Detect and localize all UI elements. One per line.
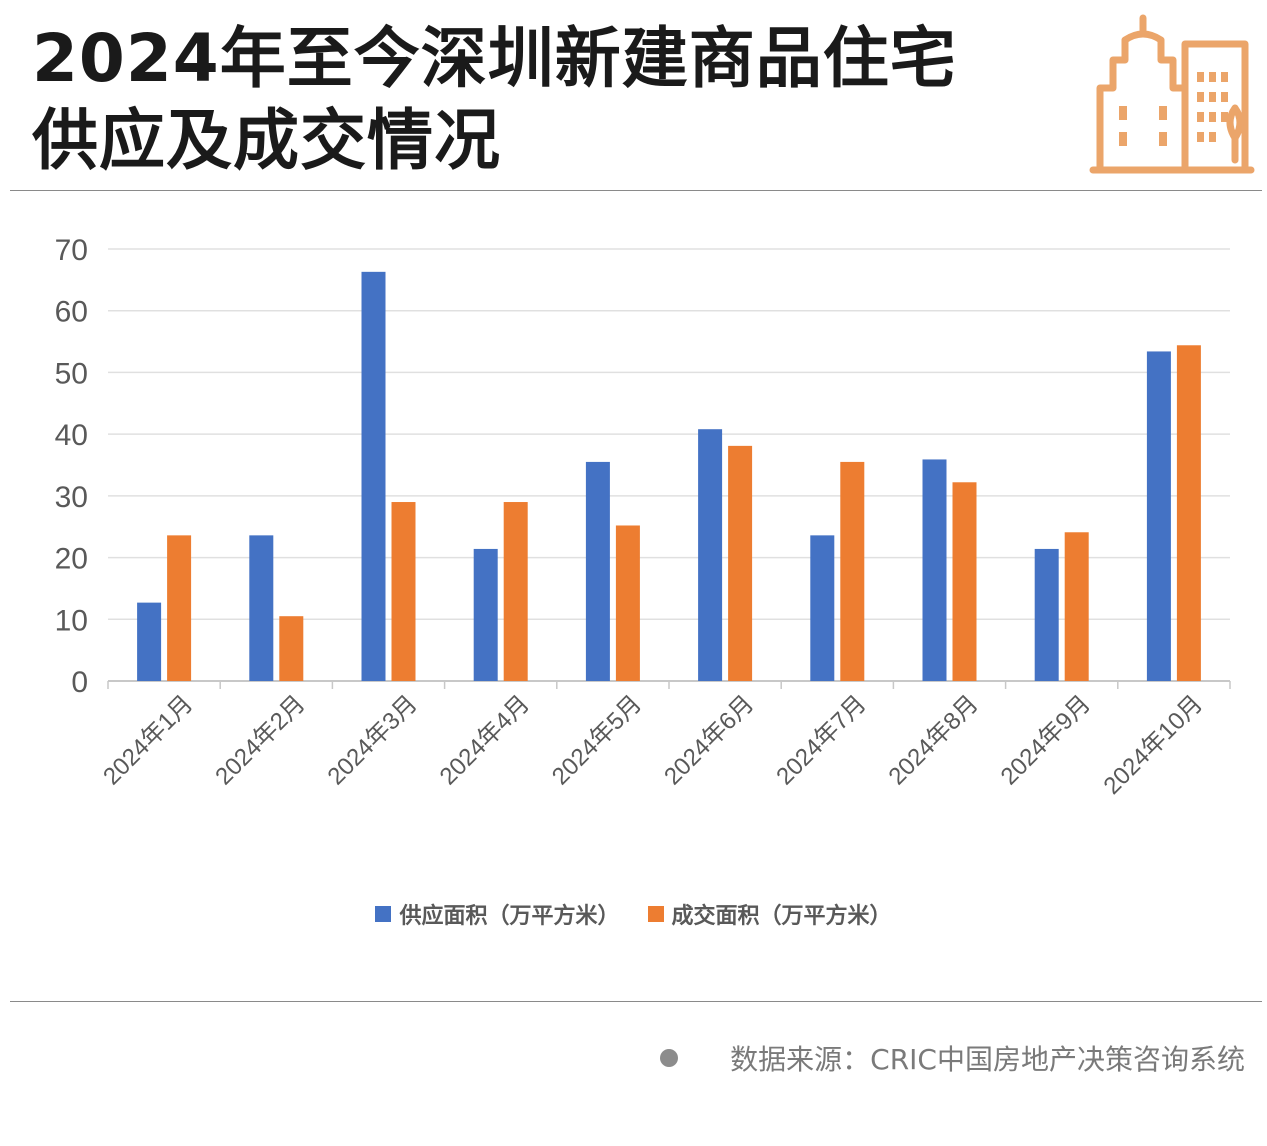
legend-label-deal: 成交面积（万平方米）	[671, 904, 892, 929]
chart-legend: 供应面积（万平方米） 成交面积（万平方米）	[0, 898, 1267, 930]
x-tick-label: 2024年10月	[1098, 690, 1208, 800]
bar-deal	[167, 535, 192, 681]
bar-supply	[585, 461, 610, 681]
legend-label-supply: 供应面积（万平方米）	[399, 904, 620, 929]
y-tick-label: 30	[55, 481, 88, 514]
bar-supply	[810, 535, 835, 681]
x-tick-label: 2024年2月	[210, 690, 310, 790]
bar-supply	[473, 548, 498, 681]
bar-deal	[952, 482, 977, 681]
y-tick-label: 60	[55, 296, 88, 329]
y-tick-label: 70	[55, 234, 88, 267]
legend-item-supply: 供应面积（万平方米）	[375, 898, 620, 930]
bar-supply	[922, 459, 947, 681]
page-title: 2024年至今深圳新建商品住宅 供应及成交情况	[32, 18, 957, 182]
legend-item-deal: 成交面积（万平方米）	[647, 898, 892, 930]
x-tick-label: 2024年3月	[323, 690, 423, 790]
legend-swatch-supply	[375, 906, 392, 922]
y-tick-label: 20	[55, 543, 88, 576]
header-divider	[10, 190, 1262, 191]
bar-supply	[137, 602, 162, 681]
x-tick-label: 2024年6月	[659, 690, 759, 790]
x-tick-label: 2024年8月	[884, 690, 984, 790]
bar-supply	[1146, 351, 1171, 681]
bar-deal	[615, 525, 640, 681]
y-tick-label: 50	[55, 357, 88, 390]
bar-deal	[728, 445, 753, 681]
bar-supply	[361, 271, 386, 681]
bar-deal	[840, 461, 865, 681]
x-tick-label: 2024年1月	[98, 690, 198, 790]
bullet-dot	[660, 1049, 679, 1067]
y-tick-label: 10	[55, 604, 88, 637]
title-line-1: 2024年至今深圳新建商品住宅	[32, 20, 957, 97]
bar-supply	[698, 429, 723, 681]
bars	[137, 271, 1201, 681]
x-tick-label: 2024年5月	[547, 690, 647, 790]
bar-deal	[391, 502, 416, 681]
footer-divider	[10, 1001, 1262, 1002]
bar-deal	[1176, 345, 1201, 681]
x-tick-label: 2024年7月	[771, 690, 871, 790]
bar-supply	[1034, 548, 1059, 681]
y-axis-ticks: 0 10 20 30 40 50 60 70	[55, 234, 88, 699]
x-axis-ticks: 2024年1月 2024年2月 2024年3月 2024年4月 2024年5月 2024年…	[98, 681, 1231, 800]
x-tick-label: 2024年9月	[996, 690, 1096, 790]
bar-deal	[1064, 532, 1089, 681]
building-skyline-icon	[1089, 14, 1255, 174]
bar-deal	[279, 616, 304, 681]
y-tick-label: 0	[71, 666, 88, 699]
title-line-2: 供应及成交情况	[32, 102, 501, 179]
bar-deal	[503, 502, 528, 681]
grid-lines	[108, 248, 1230, 682]
legend-swatch-deal	[647, 906, 664, 922]
source-text: 数据来源：CRIC中国房地产决策咨询系统	[730, 1043, 1245, 1076]
data-source: 数据来源：CRIC中国房地产决策咨询系统	[660, 1038, 1245, 1078]
x-tick-label: 2024年4月	[435, 690, 535, 790]
y-tick-label: 40	[55, 419, 88, 452]
bar-supply	[249, 535, 274, 681]
